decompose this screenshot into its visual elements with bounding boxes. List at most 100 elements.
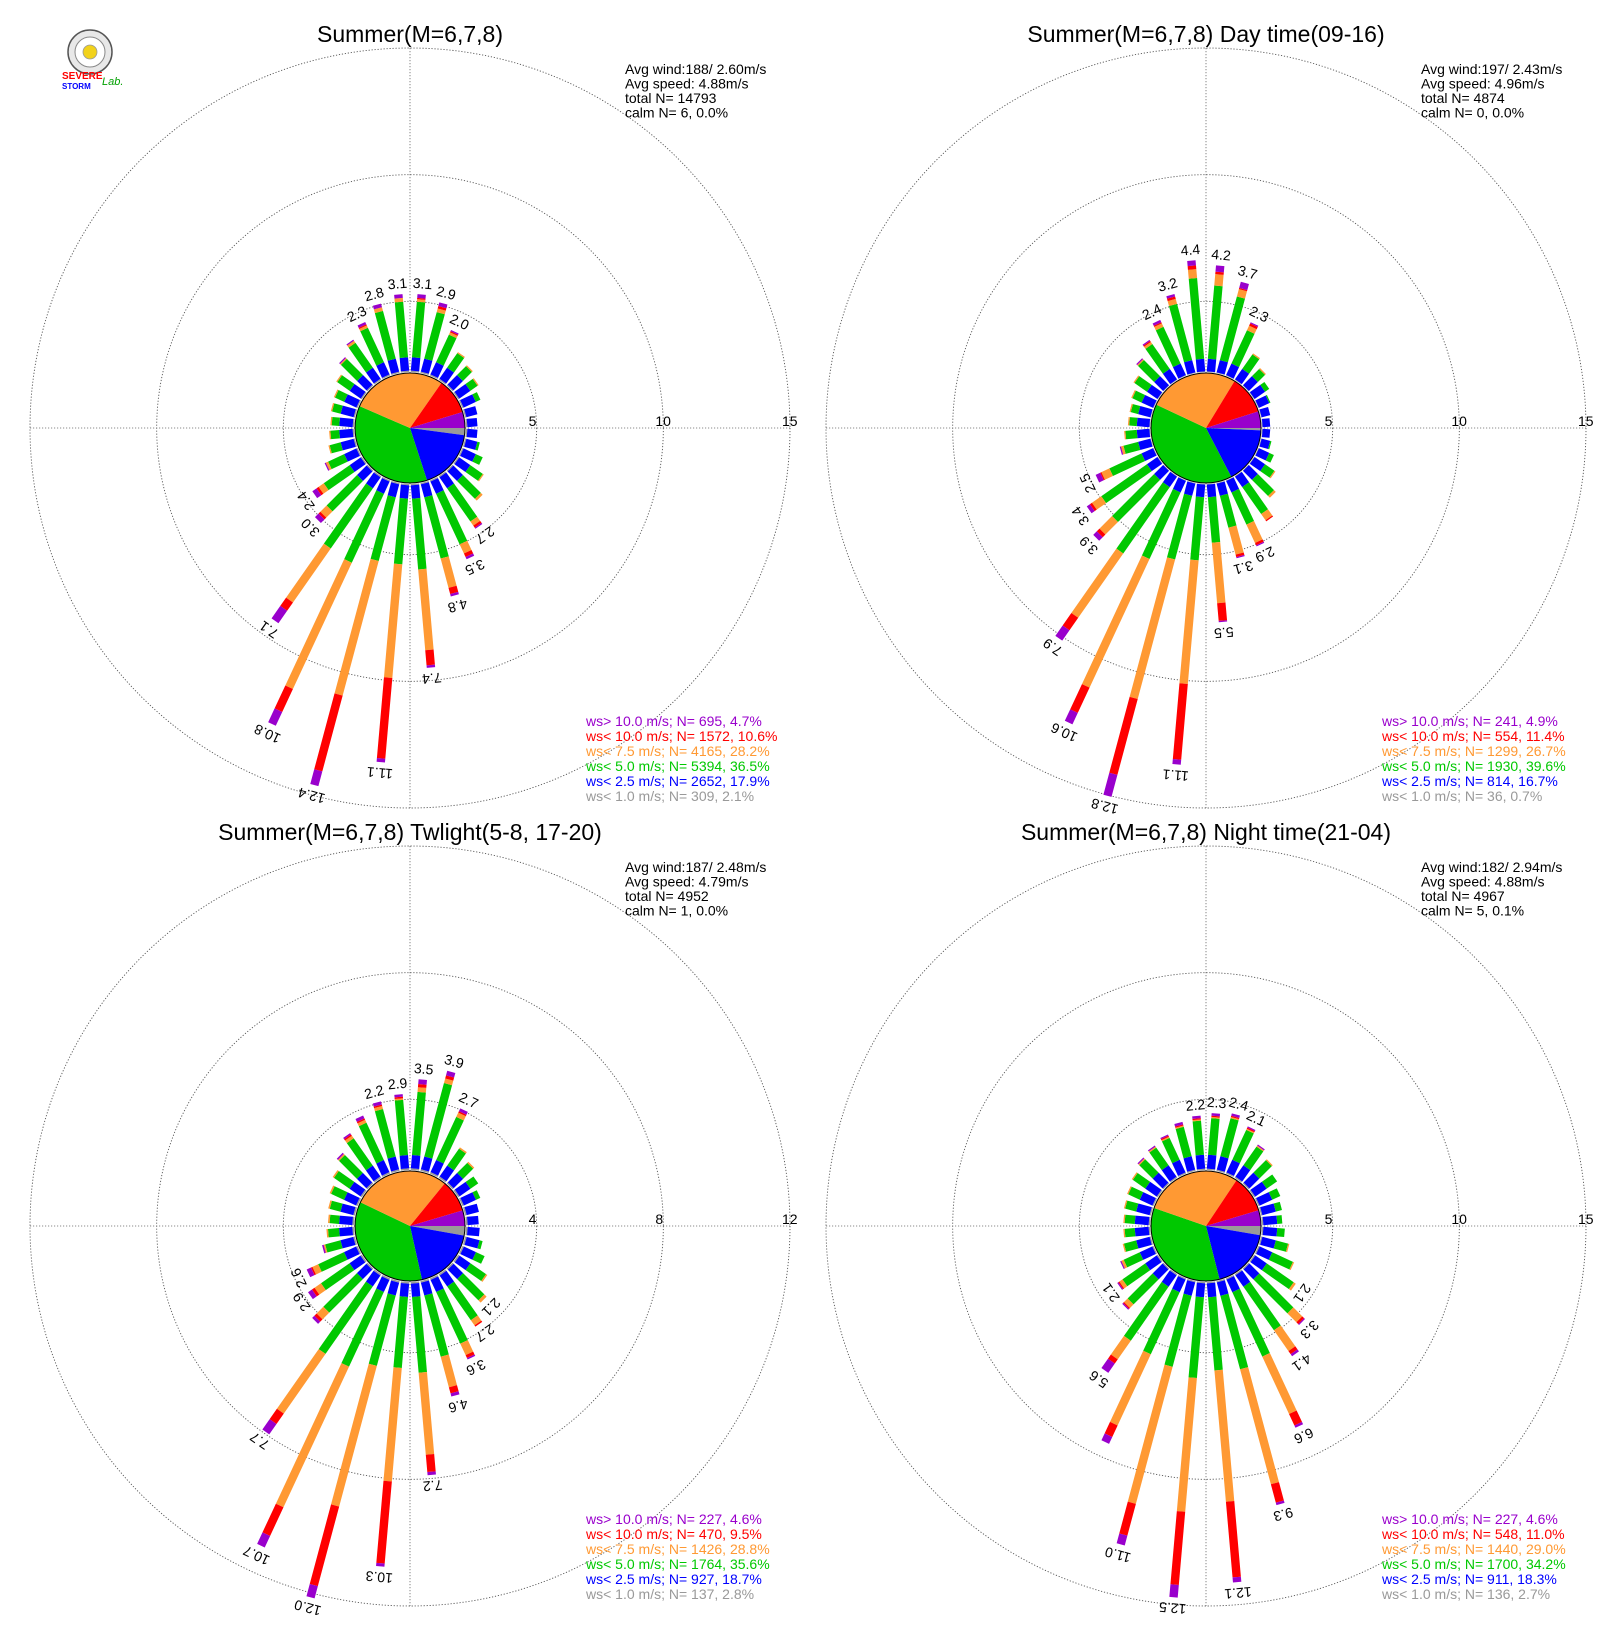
direction-bar bbox=[1216, 1279, 1285, 1506]
legend-entry: ws< 5.0 m/s; N= 1930, 39.6% bbox=[1381, 758, 1566, 774]
bar-segment-lt5 bbox=[1231, 330, 1255, 368]
direction-bar bbox=[1152, 319, 1187, 380]
bar-segment-lt2_5 bbox=[1259, 438, 1271, 449]
ring-label: 15 bbox=[1578, 1211, 1594, 1227]
bar-segment-lt1 bbox=[381, 1172, 391, 1178]
direction-bar bbox=[1129, 403, 1153, 418]
bar-segment-lt2_5 bbox=[340, 1203, 356, 1216]
bar-segment-lt2_5 bbox=[376, 478, 390, 494]
bar-segment-lt5 bbox=[1242, 482, 1269, 515]
legend-entry: ws< 10.0 m/s; N= 1572, 10.6% bbox=[585, 728, 777, 744]
bar-segment-lt5 bbox=[318, 1252, 348, 1272]
info-avg-speed-line: Avg speed: 4.88m/s bbox=[625, 76, 748, 92]
bar-segment-lt5 bbox=[334, 390, 348, 402]
bar-segment-gt10 bbox=[1298, 1318, 1305, 1325]
bar-segment-lt10 bbox=[1238, 287, 1248, 292]
pie-slice-lt5 bbox=[1151, 1207, 1220, 1281]
bar-segment-lt1 bbox=[465, 1226, 468, 1236]
bar-segment-lt1 bbox=[1261, 428, 1263, 438]
bar-segment-lt7_5 bbox=[1124, 430, 1127, 440]
bar-segment-lt2_5 bbox=[1195, 1154, 1206, 1170]
bar-segment-gt10 bbox=[1116, 1533, 1128, 1546]
bar-segment-lt7_5 bbox=[329, 430, 332, 440]
bar-segment-lt10 bbox=[1119, 1501, 1136, 1536]
bar-label: 3.1 bbox=[1232, 558, 1255, 579]
bar-segment-lt1 bbox=[373, 378, 382, 385]
bar-segment-lt7_5 bbox=[1071, 548, 1124, 618]
bar-label: 12.5 bbox=[1158, 1599, 1187, 1617]
bar-segment-lt5 bbox=[1243, 1146, 1264, 1171]
bar-label: 2.9 bbox=[387, 1075, 408, 1093]
bar-segment-lt7_5 bbox=[1131, 390, 1136, 399]
bar-segment-lt7_5 bbox=[332, 1170, 339, 1178]
pie-slice-lt2_5 bbox=[1206, 428, 1261, 477]
bar-segment-lt5 bbox=[457, 366, 472, 381]
bar-segment-lt7_5 bbox=[474, 492, 483, 501]
bar-segment-lt5 bbox=[1188, 277, 1205, 360]
pie-outline bbox=[354, 1170, 466, 1282]
bar-segment-lt7_5 bbox=[467, 1161, 475, 1169]
info-avg-speed-line: Avg speed: 4.79m/s bbox=[625, 874, 748, 890]
bar-segment-lt10 bbox=[1249, 323, 1258, 330]
bar-segment-gt10 bbox=[1055, 625, 1070, 641]
bar-segment-gt10 bbox=[465, 553, 475, 560]
bar-label: 5.5 bbox=[1213, 624, 1234, 642]
bar-segment-gt10 bbox=[1137, 1157, 1145, 1165]
legend-entry: ws< 1.0 m/s; N= 309, 2.1% bbox=[585, 788, 754, 804]
bar-segment-lt2_5 bbox=[1184, 360, 1196, 375]
bar-segment-lt10 bbox=[1160, 1135, 1170, 1141]
bar-segment-lt5 bbox=[1122, 1263, 1151, 1287]
bar-segment-lt1 bbox=[1169, 1176, 1178, 1183]
bar-segment-lt1 bbox=[356, 1197, 362, 1207]
direction-bar bbox=[327, 1214, 355, 1226]
direction-bar bbox=[336, 1152, 374, 1190]
info-avg-speed-line: Avg speed: 4.96m/s bbox=[1421, 76, 1544, 92]
direction-bar bbox=[306, 1245, 362, 1278]
bar-segment-gt10 bbox=[417, 294, 426, 299]
bar-segment-lt5 bbox=[329, 442, 343, 454]
bar-segment-lt2_5 bbox=[1134, 1215, 1150, 1226]
bar-segment-lt1 bbox=[429, 476, 439, 482]
bar-segment-lt2_5 bbox=[420, 358, 433, 374]
bar-segment-gt10 bbox=[1231, 1113, 1240, 1118]
ring-label: 10 bbox=[1451, 1211, 1467, 1227]
bar-segment-lt1 bbox=[352, 1216, 355, 1226]
lab-logo: SEVERE STORM Lab. bbox=[62, 29, 123, 91]
direction-bar bbox=[465, 417, 478, 428]
bar-segment-lt1 bbox=[1234, 471, 1242, 477]
legend-entry: ws< 7.5 m/s; N= 4165, 28.2% bbox=[585, 743, 770, 759]
bar-segment-lt5 bbox=[1232, 1129, 1254, 1164]
bar-segment-lt10 bbox=[417, 1084, 427, 1088]
bar-label: 2.2 bbox=[1185, 1096, 1206, 1114]
bar-segment-lt10 bbox=[1296, 1316, 1305, 1325]
bar-segment-lt5 bbox=[1251, 368, 1266, 383]
bar-segment-gt10 bbox=[346, 339, 355, 346]
bar-segment-lt2_5 bbox=[464, 406, 478, 418]
bar-segment-lt10 bbox=[316, 486, 324, 496]
bar-segment-lt7_5 bbox=[1137, 359, 1144, 366]
direction-bar bbox=[1225, 1274, 1304, 1428]
direction-bar bbox=[1254, 1245, 1295, 1271]
bar-segment-gt10 bbox=[1215, 265, 1225, 273]
direction-bar bbox=[1206, 1281, 1242, 1583]
pie-slice-lt5 bbox=[355, 406, 427, 483]
bar-segment-lt1 bbox=[381, 374, 391, 380]
direction-bar bbox=[1174, 1121, 1196, 1173]
bar-segment-lt1 bbox=[458, 447, 464, 457]
direction-bar bbox=[1206, 1113, 1221, 1171]
bar-segment-lt10 bbox=[358, 324, 367, 329]
bar-label: 10.3 bbox=[365, 1568, 394, 1586]
bar-segment-lt5 bbox=[457, 1162, 474, 1179]
bar-segment-gt10 bbox=[458, 1108, 468, 1115]
bar-segment-lt1 bbox=[465, 428, 468, 438]
bar-segment-gt10 bbox=[394, 1094, 403, 1098]
bar-segment-lt5 bbox=[344, 490, 384, 563]
bar-segment-lt5 bbox=[328, 454, 348, 470]
bar-segment-lt5 bbox=[323, 1273, 363, 1313]
direction-bar bbox=[306, 1279, 400, 1599]
bar-segment-lt7_5 bbox=[336, 374, 343, 383]
bar-segment-lt10 bbox=[1225, 1500, 1241, 1578]
bar-segment-gt10 bbox=[355, 1115, 365, 1122]
bar-segment-lt1 bbox=[1187, 1279, 1196, 1283]
direction-bar bbox=[1119, 438, 1153, 455]
